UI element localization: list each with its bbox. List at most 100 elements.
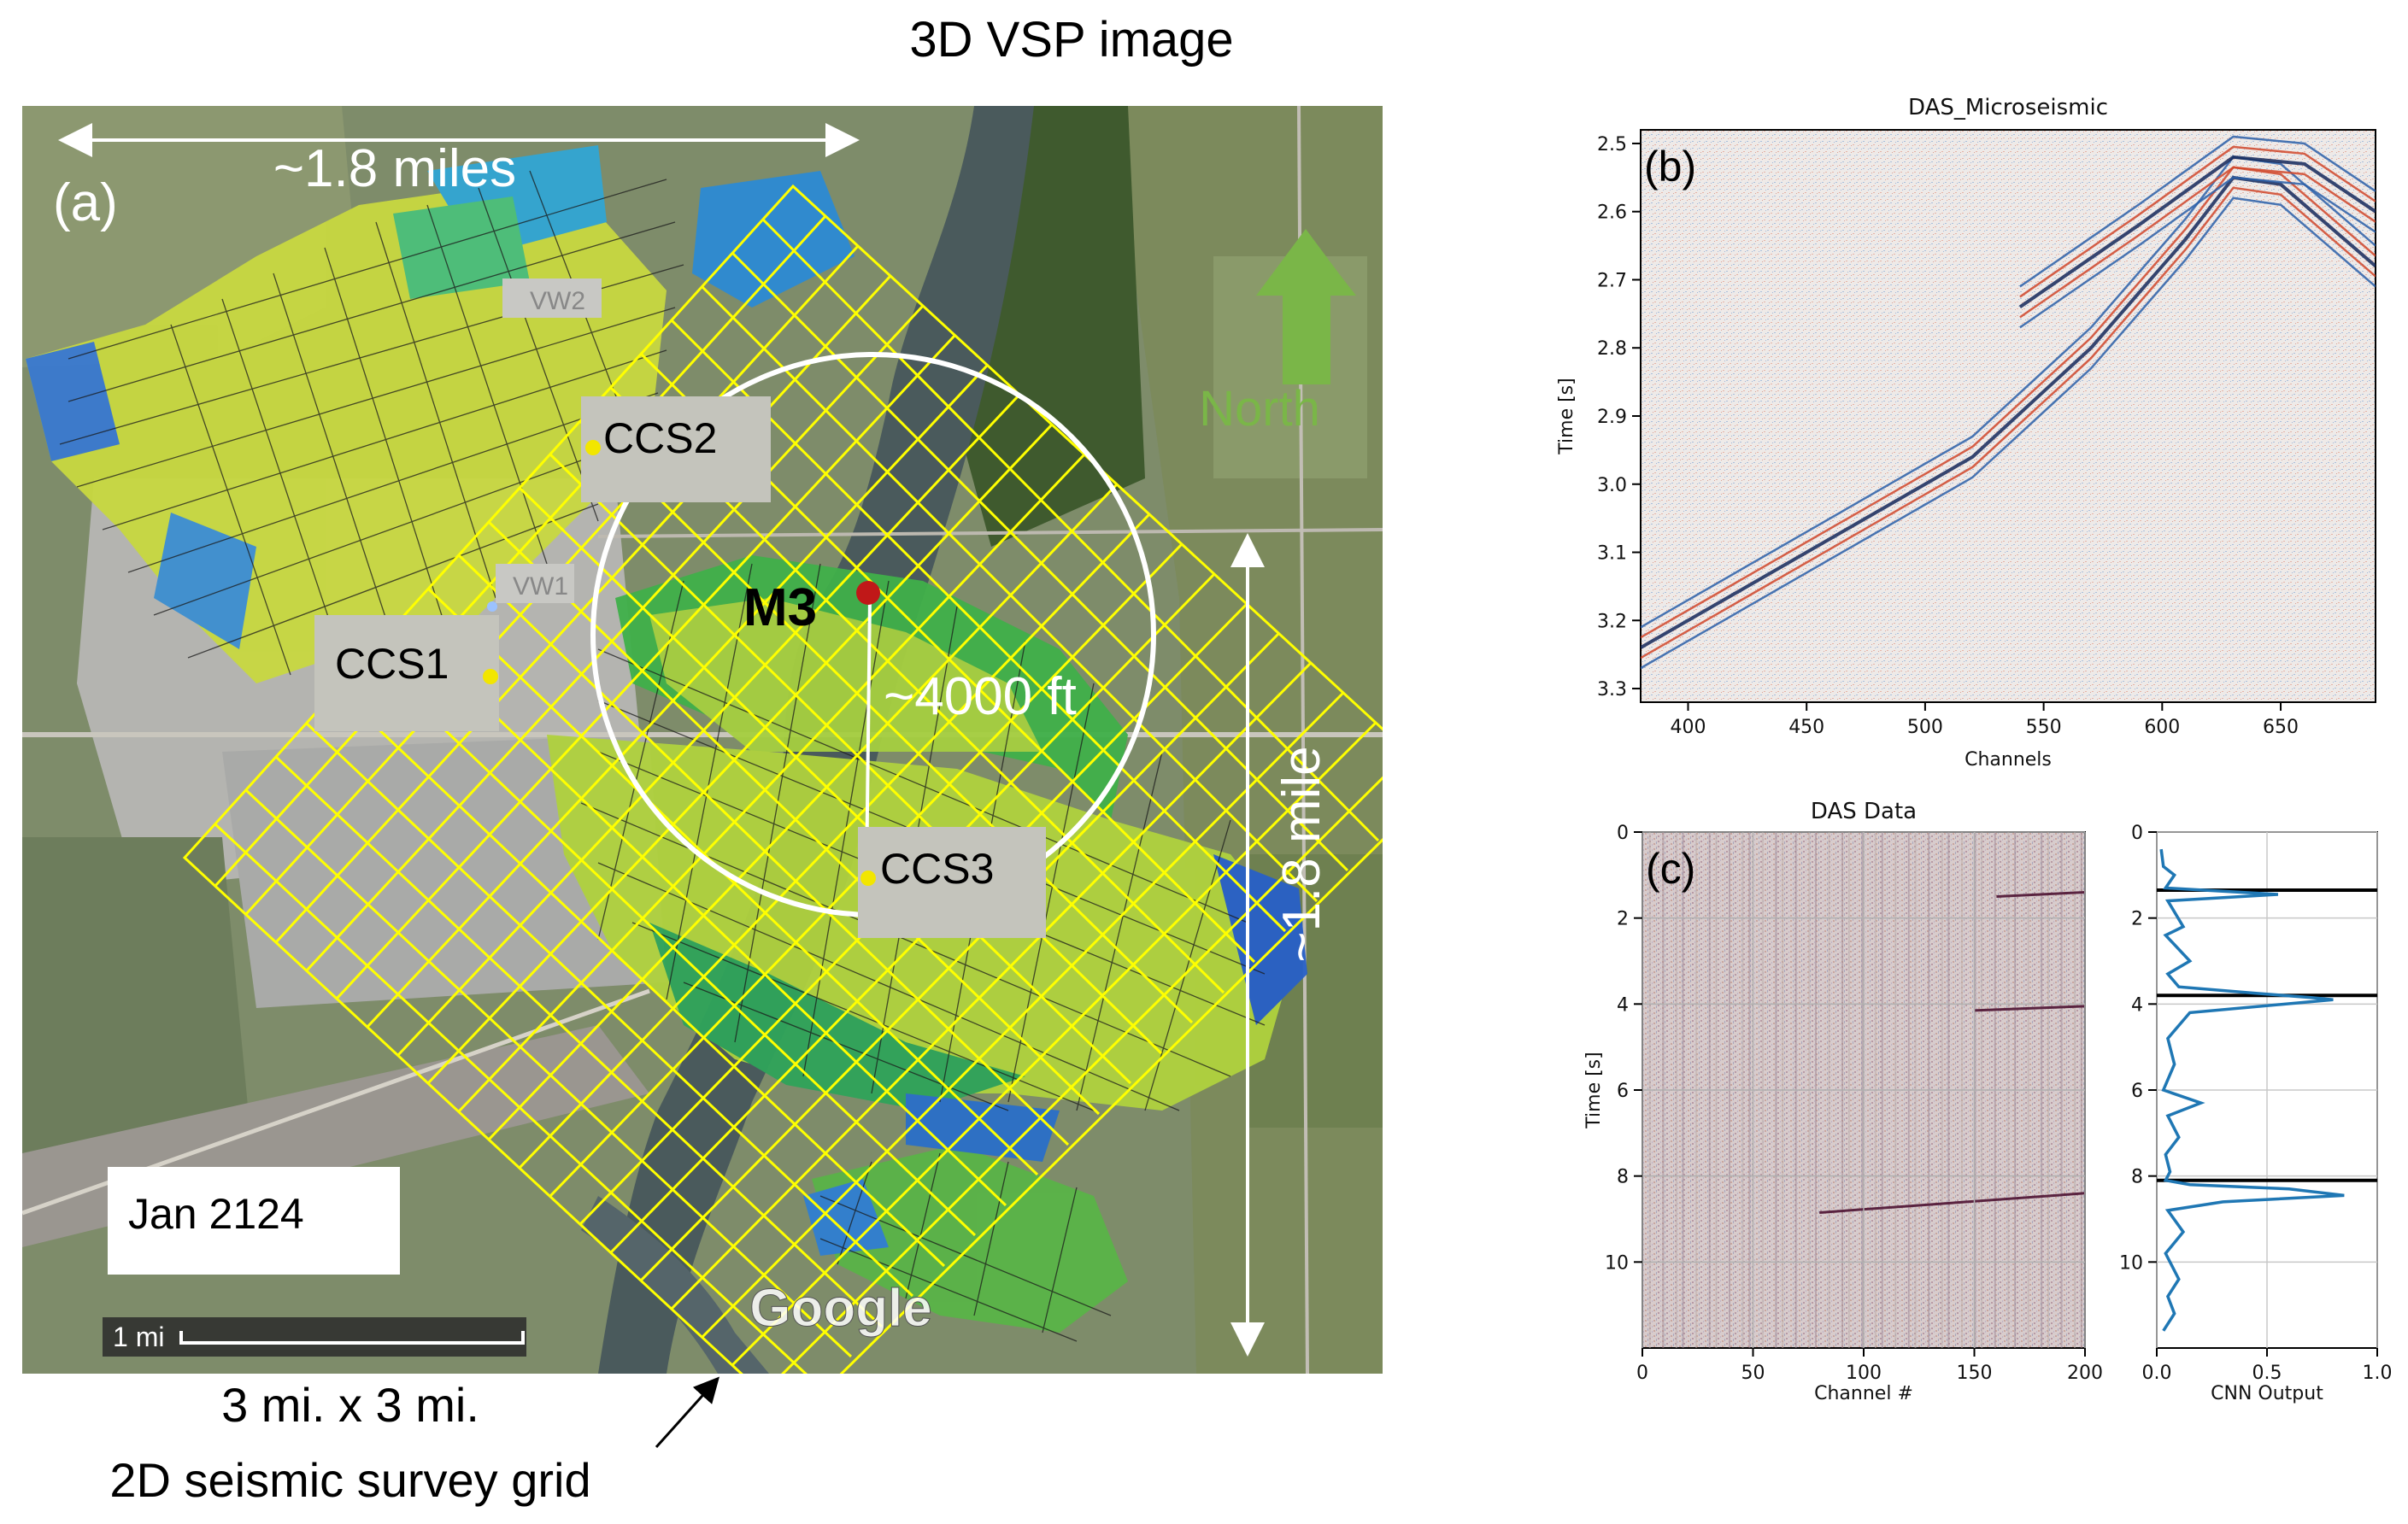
ccs3-well-marker — [860, 870, 876, 886]
ccs1-label-box — [314, 615, 499, 731]
das-event-0 — [1996, 890, 2085, 898]
north-arrow-head — [1256, 229, 1355, 296]
cnn-xtick-label: 0.5 — [2252, 1363, 2282, 1384]
panel-c-xlabel: Channel # — [1814, 1383, 1913, 1404]
grid-label-line1: 3 mi. x 3 mi. — [221, 1378, 479, 1432]
vw1-label-box — [496, 564, 574, 603]
well-label-vw1: VW1 — [513, 572, 568, 601]
well-label-ccs2: CCS2 — [603, 414, 717, 462]
b-xtick-label: 450 — [1788, 717, 1824, 738]
panel-b-ylabel: Time [s] — [1556, 378, 1577, 454]
panel-b-events — [1641, 135, 2376, 670]
panel-b-plot-area — [1640, 129, 2376, 703]
c-ytick-label: 6 — [1617, 1081, 1629, 1102]
cnn-xtick-label: 1.0 — [2363, 1363, 2393, 1384]
b-xtick-label: 500 — [1907, 717, 1943, 738]
panel-b-label: (b) — [1644, 143, 1696, 190]
panel-b-xlabel: Channels — [1965, 749, 2052, 771]
ccs3-label-box — [858, 827, 1046, 938]
scale-label: 1 mi — [113, 1322, 164, 1352]
panel-c-title: DAS Data — [1811, 799, 1917, 824]
coverage-center-yellow — [649, 598, 1042, 752]
b-ytick-label: 3.0 — [1597, 475, 1627, 496]
cnn-output-line — [2159, 848, 2345, 1332]
well-label-ccs3: CCS3 — [880, 845, 994, 893]
b-ytick-label: 2.6 — [1597, 202, 1627, 224]
b-ytick-label: 2.9 — [1597, 407, 1627, 428]
date-label-box — [108, 1167, 400, 1275]
panel-c-ticks: 0 50 100 150 200 0 2 4 6 8 10 — [1605, 823, 2103, 1384]
b-xtick-label: 400 — [1670, 717, 1706, 738]
cnn-ytick-label: 0 — [2131, 823, 2143, 844]
coverage-north-strip-2 — [393, 196, 530, 299]
panel-c-ylabel: Time [s] — [1583, 1052, 1605, 1128]
cnn-ytick-label: 2 — [2131, 909, 2143, 930]
coverage-south-green — [649, 923, 1025, 1111]
m3-well-marker — [856, 581, 880, 605]
cnn-grid — [2156, 831, 2378, 1348]
b-xtick-label: 650 — [2263, 717, 2299, 738]
cnn-panel: 0.0 0.5 1.0 0 2 4 6 8 10 CNN Output — [2119, 823, 2393, 1404]
map-panel — [22, 106, 1383, 1374]
microseismic-arrival-1-3 — [2019, 166, 2376, 319]
coverage-far-south — [812, 1145, 1128, 1333]
microseismic-arrival-0-2 — [1641, 175, 2376, 649]
distance-label: ~4000 ft — [884, 667, 1077, 726]
cnn-xtick-label: 0.0 — [2142, 1363, 2172, 1384]
c-xtick-label: 100 — [1846, 1363, 1882, 1384]
panel-c: DAS Data 0 50 100 150 200 0 2 4 6 8 10 (c) Channel… — [1583, 799, 2103, 1404]
river-channel-south — [581, 1196, 769, 1374]
c-xtick-label: 0 — [1636, 1363, 1648, 1384]
b-ytick-label: 3.2 — [1597, 611, 1627, 632]
scale-bar-box — [103, 1317, 526, 1357]
industrial-area-south — [222, 735, 667, 1008]
grid-label-line2: 2D seismic survey grid — [109, 1453, 590, 1507]
panel-b-ticks: 400 450 500 550 600 650 2.5 2.6 2.7 2.8 2.9 3.0 3.1 3… — [1597, 134, 2299, 738]
b-ytick-label: 2.8 — [1597, 338, 1627, 360]
microseismic-arrival-1-0 — [2019, 135, 2376, 288]
cnn-ytick-label: 4 — [2131, 994, 2143, 1016]
c-ytick-label: 0 — [1617, 823, 1629, 844]
road-mid — [597, 528, 1383, 538]
panel-a-label: (a) — [53, 173, 118, 232]
cnn-xlabel: CNN Output — [2211, 1383, 2323, 1404]
panel-b-title: DAS_Microseismic — [1908, 95, 2108, 120]
ccs1-well-marker — [483, 669, 498, 684]
cnn-ytick-label: 6 — [2131, 1081, 2143, 1102]
width-label: ~1.8 miles — [273, 139, 516, 198]
coverage-west-edge — [26, 342, 120, 461]
b-ytick-label: 3.3 — [1597, 679, 1627, 700]
microseismic-arrival-0-1 — [1641, 166, 2376, 639]
b-xtick-label: 550 — [2026, 717, 2062, 738]
well-label-ccs1: CCS1 — [335, 640, 449, 688]
cnn-ticks: 0.0 0.5 1.0 0 2 4 6 8 10 — [2119, 823, 2393, 1384]
vsp-label: 3D VSP image — [909, 12, 1233, 67]
b-ytick-label: 2.5 — [1597, 134, 1627, 155]
microseismic-arrival-1-1 — [2019, 145, 2376, 298]
cnn-ytick-label: 10 — [2119, 1252, 2143, 1274]
date-label: Jan 2124 — [128, 1190, 304, 1238]
b-xtick-label: 600 — [2144, 717, 2180, 738]
grid-pointer-arrow — [655, 1376, 720, 1449]
well-label-m3: M3 — [743, 578, 817, 637]
google-watermark: Google — [749, 1279, 932, 1338]
panel-b: DAS_Microseismic 400 450 500 550 600 650 2.5 2.… — [1556, 95, 2376, 771]
well-label-vw2: VW2 — [530, 287, 585, 315]
c-ytick-label: 4 — [1617, 994, 1629, 1016]
c-ytick-label: 10 — [1605, 1252, 1629, 1274]
b-ytick-label: 3.1 — [1597, 543, 1627, 565]
vw1-well-marker — [487, 601, 497, 612]
das-event-1 — [1974, 1005, 2085, 1012]
north-label: North — [1199, 381, 1320, 437]
c-ytick-label: 2 — [1617, 909, 1629, 930]
cnn-ytick-label: 8 — [2131, 1167, 2143, 1188]
microseismic-arrival-1-2 — [2018, 155, 2376, 309]
coverage-west-blue-2 — [154, 513, 256, 649]
c-xtick-label: 150 — [1957, 1363, 1993, 1384]
panel-c-label: (c) — [1646, 845, 1695, 893]
ccs2-well-marker — [585, 440, 601, 455]
cnn-line-series — [2159, 848, 2345, 1332]
c-ytick-label: 8 — [1617, 1167, 1629, 1188]
b-ytick-label: 2.7 — [1597, 270, 1627, 291]
microseismic-arrival-0-4 — [1641, 196, 2376, 670]
